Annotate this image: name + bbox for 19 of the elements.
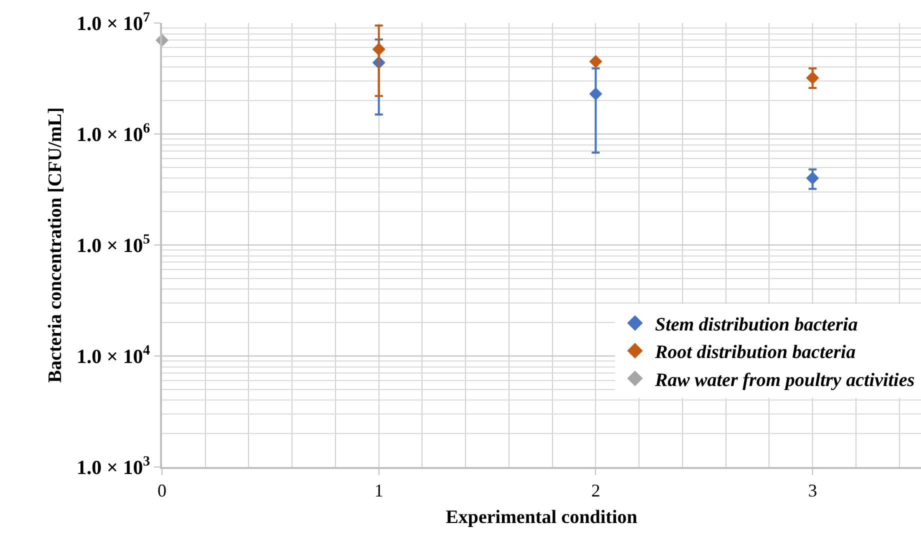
- x-axis-title: Experimental condition: [446, 506, 638, 528]
- point: [589, 54, 602, 68]
- x-tick-label: 2: [591, 480, 600, 501]
- y-tick-label: 1.0 × 10$^{7}$: [76, 10, 150, 35]
- y-axis-title: Bacteria concentration [CFU/mL]: [44, 107, 66, 383]
- y-tick-label: 1.0 × 10$^{5}$: [76, 232, 150, 257]
- point: [372, 42, 386, 56]
- point: [589, 87, 602, 100]
- y-tick-label: 1.0 × 10$^{3}$: [76, 454, 150, 479]
- x-tick-label: 1: [374, 480, 384, 501]
- x-tick-label: 3: [808, 480, 818, 501]
- y-tick-label: 1.0 × 10$^{4}$: [76, 344, 150, 368]
- x-tick-label: 0: [158, 480, 166, 501]
- legend-label: Raw water from poultry activities: [654, 370, 915, 391]
- legend-label: Root distribution bacteria: [654, 342, 856, 364]
- point: [806, 71, 820, 84]
- legend-label: Stem distribution bacteria: [655, 314, 858, 336]
- point: [806, 172, 820, 185]
- y-tick-label: 1.0 × 10$^{6}$: [76, 122, 150, 146]
